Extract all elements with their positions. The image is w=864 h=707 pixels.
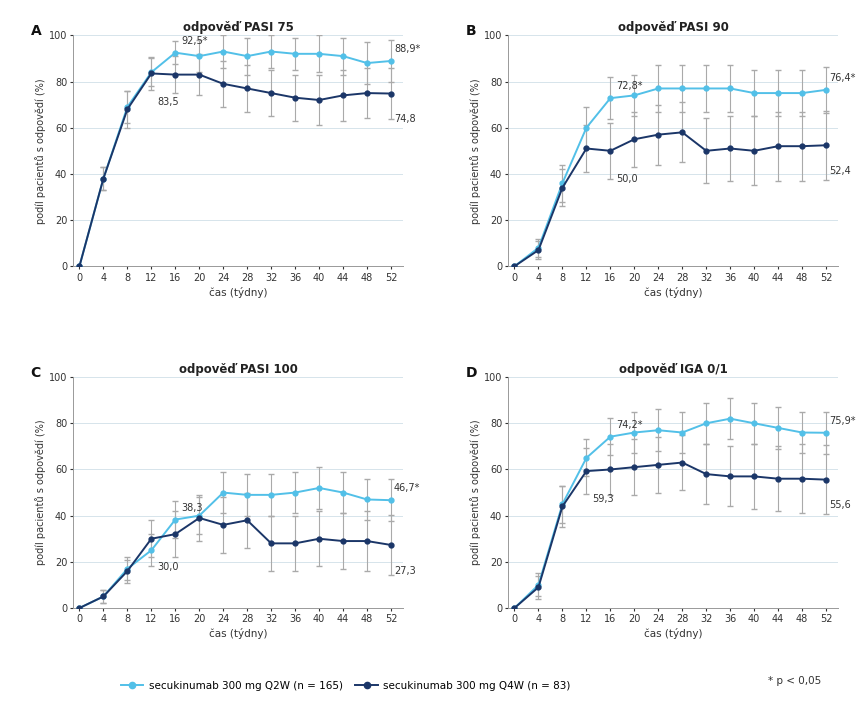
Text: 88,9*: 88,9* xyxy=(394,44,420,54)
Text: 76,4*: 76,4* xyxy=(829,73,855,83)
X-axis label: čas (týdny): čas (týdny) xyxy=(209,629,268,639)
Text: 38,3: 38,3 xyxy=(181,503,203,513)
X-axis label: čas (týdny): čas (týdny) xyxy=(644,629,702,639)
Text: 30,0: 30,0 xyxy=(157,562,179,572)
Text: 75,9*: 75,9* xyxy=(829,416,855,426)
Text: 46,7*: 46,7* xyxy=(394,484,421,493)
Title: odpověď PASI 75: odpověď PASI 75 xyxy=(183,21,294,34)
Title: odpověď PASI 90: odpověď PASI 90 xyxy=(618,21,728,34)
Y-axis label: podíl pacientů s odpovědí (%): podíl pacientů s odpovědí (%) xyxy=(470,420,481,566)
Text: A: A xyxy=(30,24,41,37)
X-axis label: čas (týdny): čas (týdny) xyxy=(209,286,268,298)
Y-axis label: podíl pacientů s odpovědí (%): podíl pacientů s odpovědí (%) xyxy=(35,420,46,566)
Text: 92,5*: 92,5* xyxy=(181,36,208,46)
Text: 72,8*: 72,8* xyxy=(616,81,643,91)
Text: * p < 0,05: * p < 0,05 xyxy=(767,676,821,686)
Text: 27,3: 27,3 xyxy=(394,566,416,575)
Title: odpověď IGA 0/1: odpověď IGA 0/1 xyxy=(619,363,727,376)
Text: 52,4: 52,4 xyxy=(829,166,851,176)
Text: 55,6: 55,6 xyxy=(829,501,851,510)
Text: 83,5: 83,5 xyxy=(157,97,179,107)
Text: C: C xyxy=(30,366,41,380)
Text: B: B xyxy=(466,24,476,37)
Text: 74,2*: 74,2* xyxy=(616,420,643,430)
Text: D: D xyxy=(466,366,477,380)
X-axis label: čas (týdny): čas (týdny) xyxy=(644,286,702,298)
Text: 50,0: 50,0 xyxy=(616,174,638,184)
Y-axis label: podíl pacientů s odpovědí (%): podíl pacientů s odpovědí (%) xyxy=(35,78,46,223)
Legend: secukinumab 300 mg Q2W (n = 165), secukinumab 300 mg Q4W (n = 83): secukinumab 300 mg Q2W (n = 165), secuki… xyxy=(117,677,575,695)
Text: 59,3: 59,3 xyxy=(593,494,614,504)
Y-axis label: podíl pacientů s odpovědí (%): podíl pacientů s odpovědí (%) xyxy=(470,78,481,223)
Text: 74,8: 74,8 xyxy=(394,115,416,124)
Title: odpověď PASI 100: odpověď PASI 100 xyxy=(179,363,298,376)
